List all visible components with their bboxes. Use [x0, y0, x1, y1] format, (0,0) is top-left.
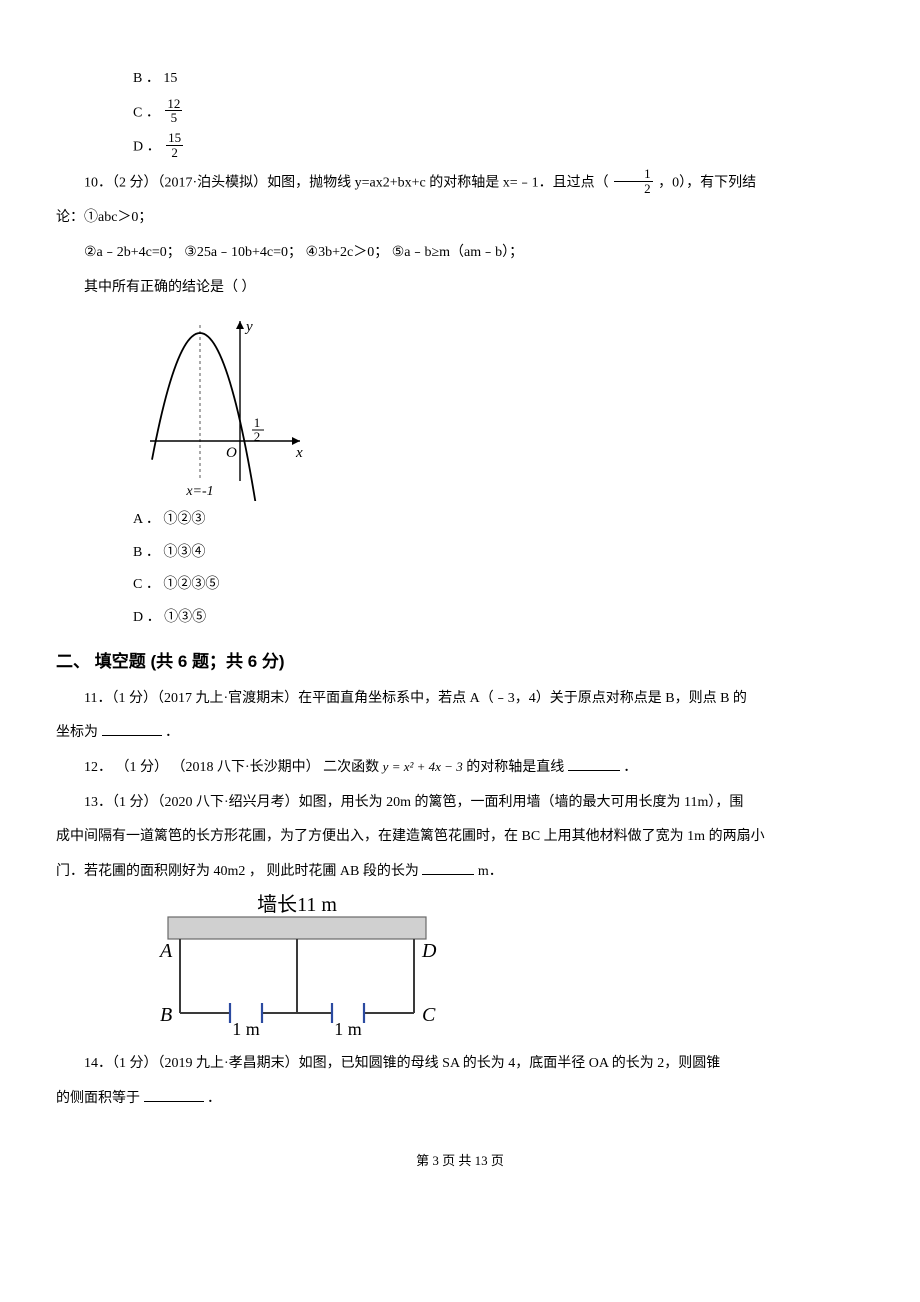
frac-den: 2 [166, 146, 183, 160]
q9-option-d: D ． 15 2 [56, 133, 864, 161]
wall-svg: 墙长11 m 1 m 1 m A B C D [130, 893, 440, 1043]
q12-formula: y = x² + 4x − 3 [383, 759, 463, 774]
svg-text:x: x [295, 445, 303, 461]
q10-text: 10．（2 分）（2017·泊头模拟）如图，抛物线 y=ax2+bx+c 的对称… [56, 169, 864, 197]
fill-blank [144, 1088, 204, 1102]
q12-text3: ． [623, 760, 637, 775]
q11-text2: 坐标为 [56, 725, 98, 740]
svg-text:1: 1 [254, 415, 261, 430]
fraction: 12 5 [163, 97, 184, 125]
q14-text3: ． [207, 1091, 221, 1106]
fraction: 15 2 [164, 131, 185, 159]
fill-blank [102, 722, 162, 736]
opt-letter: C ． [133, 105, 160, 120]
q10-option-d: D ． ①③⑤ [56, 605, 864, 632]
fraction: 1 2 [612, 167, 655, 195]
svg-text:D: D [421, 940, 437, 962]
q10-lead2: ，0），有下列结 [658, 176, 756, 191]
q10-option-c: C ． ①②③⑤ [56, 572, 864, 599]
q12-text1: 12． （1 分） （2018 八下·长沙期中） 二次函数 [84, 760, 383, 775]
frac-num: 12 [165, 97, 182, 112]
svg-text:C: C [422, 1004, 436, 1026]
svg-text:y: y [244, 319, 253, 335]
frac-num: 15 [166, 131, 183, 146]
opt-letter: D ． [133, 139, 161, 154]
q13-line3: 门．若花圃的面积刚好为 40m2 ， 则此时花圃 AB 段的长为 m． [56, 859, 864, 886]
q14-text2: 的侧面积等于 [56, 1091, 140, 1106]
q9-option-b: B ． 15 [56, 66, 864, 93]
q12-line: 12． （1 分） （2018 八下·长沙期中） 二次函数 y = x² + 4… [56, 755, 864, 782]
footer-mid: 页 共 [442, 1153, 475, 1168]
q13-line1: 13．（1 分）（2020 八下·绍兴月考）如图，用长为 20m 的篱笆，一面利… [56, 790, 864, 817]
q10-option-a: A ． ①②③ [56, 507, 864, 534]
q13-text4: m． [478, 864, 503, 879]
q11-line2: 坐标为 ． [56, 720, 864, 747]
svg-text:O: O [226, 445, 237, 461]
svg-text:墙长11 m: 墙长11 m [257, 893, 337, 916]
section-2-heading: 二、 填空题 (共 6 题；共 6 分) [56, 646, 864, 678]
q10-lead: 10．（2 分）（2017·泊头模拟）如图，抛物线 y=ax2+bx+c 的对称… [84, 176, 609, 191]
footer-suffix: 页 [491, 1153, 504, 1168]
q10-lead3: 论：①abc＞0； [56, 210, 152, 225]
frac-num: 1 [614, 167, 653, 182]
frac-den: 5 [165, 111, 182, 125]
footer-page: 3 [432, 1153, 439, 1168]
q12-text2: 的对称轴是直线 [466, 760, 564, 775]
q14-line2: 的侧面积等于 ． [56, 1086, 864, 1113]
opt-letter: B ． [133, 71, 160, 86]
q14-line1: 14．（1 分）（2019 九上·孝昌期末）如图，已知圆锥的母线 SA 的长为 … [56, 1051, 864, 1078]
q13-text3: 门．若花圃的面积刚好为 40m2 ， 则此时花圃 AB 段的长为 [56, 864, 419, 879]
opt-value: 15 [163, 71, 177, 86]
fill-blank [568, 757, 620, 771]
frac-den: 2 [614, 182, 653, 196]
q10-line2: ②a﹣2b+4c=0； ③25a﹣10b+4c=0； ④3b+2c＞0； ⑤a﹣… [56, 240, 864, 267]
q9-option-c: C ． 12 5 [56, 99, 864, 127]
svg-text:1 m: 1 m [334, 1019, 362, 1039]
page-footer: 第 3 页 共 13 页 [56, 1149, 864, 1174]
svg-text:A: A [158, 940, 173, 962]
q10-text-cont: 论：①abc＞0； [56, 205, 864, 232]
wall-figure: 墙长11 m 1 m 1 m A B C D [130, 893, 864, 1043]
q11-line1: 11．（1 分）（2017 九上·官渡期末）在平面直角坐标系中，若点 A（﹣3，… [56, 686, 864, 713]
svg-text:2: 2 [254, 429, 261, 444]
footer-prefix: 第 [416, 1153, 432, 1168]
q13-line2: 成中间隔有一道篱笆的长方形花圃，为了方便出入，在建造篱笆花圃时，在 BC 上用其… [56, 824, 864, 851]
svg-text:x=-1: x=-1 [185, 484, 213, 499]
parabola-figure: y x O 12 x=-1 [130, 311, 864, 501]
q11-text3: ． [165, 725, 179, 740]
parabola-svg: y x O 12 x=-1 [130, 311, 310, 501]
footer-total: 13 [475, 1153, 488, 1168]
q10-line3: 其中所有正确的结论是（ ） [56, 275, 864, 302]
svg-text:B: B [160, 1004, 172, 1026]
q10-option-b: B ． ①③④ [56, 540, 864, 567]
svg-text:1 m: 1 m [232, 1019, 260, 1039]
fill-blank [422, 861, 474, 875]
